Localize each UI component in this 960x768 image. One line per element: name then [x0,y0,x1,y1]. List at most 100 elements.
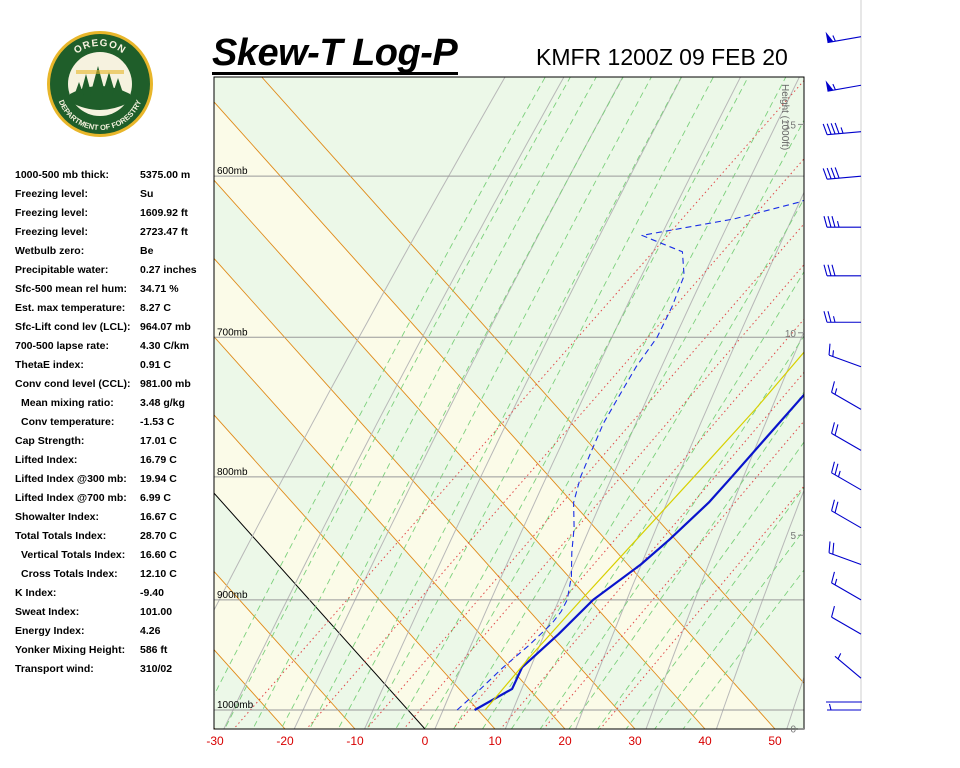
index-label: Cross Totals Index: [21,568,118,580]
index-row: Conv temperature: -1.53 C [15,416,215,435]
wind-barb-staff [827,131,862,136]
isotherm [214,101,776,729]
wind-barb-staff [827,36,862,44]
wind-barb-half-flag [832,316,836,323]
temperature-tick-label: -10 [346,734,364,748]
index-row: Yonker Mixing Height: 586 ft [15,644,215,663]
index-row: Lifted Index @300 mb: 19.94 C [15,473,215,492]
wind-barb [831,381,862,410]
index-row: 1000-500 mb thick: 5375.00 m [15,169,215,188]
wind-barb-flag [831,264,836,276]
index-label: Sfc-Lift cond lev (LCL): [15,321,131,333]
moist-adiabat [510,270,804,729]
index-value: 16.79 C [140,454,177,466]
index-value: 16.60 C [140,549,177,561]
index-label: Est. max temperature: [15,302,126,314]
index-label: Precipitable water: [15,264,109,276]
wind-barb-flag [830,123,836,135]
mixing-ratio-line [305,158,804,729]
index-value: 2723.47 ft [140,226,188,238]
height-tick-label: 15 [785,120,797,131]
wind-barb-flag [834,501,839,513]
isotherm [0,77,5,729]
moist-adiabat [539,335,804,729]
wind-barb-flag [834,122,840,134]
index-row: 700-500 lapse rate: 4.30 C/km [15,340,215,359]
wind-barb-flag [834,424,839,436]
pressure-label: 1000mb [217,700,254,711]
moist-adiabat [214,77,546,696]
index-value: 0.27 inches [140,264,197,276]
temperature-tick-label: -20 [276,734,294,748]
wind-barb-flag [831,422,835,434]
index-row: ThetaE index: 0.91 C [15,359,215,378]
index-row: Cap Strength: 17.01 C [15,435,215,454]
wind-barb-half-flag [832,83,836,90]
isotherm [261,77,804,684]
moist-adiabat [424,77,787,729]
index-row: Lifted Index: 16.79 C [15,454,215,473]
wind-barb-staff [834,655,862,679]
index-label: Sweat Index: [15,606,80,618]
zero-isotherm [214,492,426,729]
wind-barb [825,31,862,44]
index-value: Be [140,245,154,257]
index-label: Freezing level: [15,226,88,238]
wind-barb [822,167,862,180]
wind-barb-half-flag [834,388,838,395]
wind-barb-flag [827,311,832,323]
wind-barb-flag [831,571,835,584]
index-value: 3.48 g/kg [140,397,185,409]
index-label: Lifted Index @300 mb: [15,473,127,485]
wind-barb-flag [834,463,839,475]
wind-barb [823,311,861,323]
height-tick-label: 10 [785,329,797,340]
index-value: 5375.00 m [140,169,191,181]
index-label: Conv cond level (CCL): [15,378,131,390]
temperature-band [214,727,215,729]
height-tick-label: 5 [790,531,796,542]
wind-barb-flag [822,168,828,180]
index-row: Conv cond level (CCL): 981.00 mb [15,378,215,397]
moist-adiabat [654,529,804,729]
index-label: ThetaE index: [15,359,84,371]
station-time-label: KMFR 1200Z 09 FEB 20 [536,44,788,70]
moist-adiabat [481,198,804,729]
index-value: 16.67 C [140,511,177,523]
wind-barb [831,605,862,635]
height-axis-label: Height (1000ft) [779,84,790,150]
index-row: Freezing level: 1609.92 ft [15,207,215,226]
wind-barb [831,571,862,601]
index-row: Cross Totals Index: 12.10 C [15,568,215,587]
index-label: Mean mixing ratio: [21,397,114,409]
index-value: -1.53 C [140,416,175,428]
index-label: Vertical Totals Index: [21,549,126,561]
index-value: 1609.92 ft [140,207,188,219]
moist-adiabat [252,77,597,729]
isotherm [214,570,356,729]
isotherm [214,335,566,729]
index-label: 1000-500 mb thick: [15,169,109,181]
wind-barb [827,703,861,711]
wind-barb-staff [831,432,862,451]
index-row: Est. max temperature: 8.27 C [15,302,215,321]
index-value: 34.71 % [140,283,179,295]
wind-barb [822,122,862,136]
title-underline [212,72,458,75]
wind-barb [823,216,861,228]
wind-barb-flag [830,167,836,179]
wind-barb-flag [831,381,835,393]
wind-barb-staff [831,510,862,529]
wind-barb-flag [831,605,835,618]
wind-barb [831,422,862,451]
wind-barb-pennant [825,31,834,43]
pressure-label: 900mb [217,590,248,601]
index-value: 4.26 [140,625,161,637]
index-row: Freezing level: 2723.47 ft [15,226,215,245]
temperature-tick-label: -30 [206,734,224,748]
index-value: 17.01 C [140,435,177,447]
stability-indices-panel: 1000-500 mb thick: 5375.00 m Freezing leve… [15,169,215,682]
temperature-trace [474,393,804,711]
wind-barb-staff [828,552,862,565]
